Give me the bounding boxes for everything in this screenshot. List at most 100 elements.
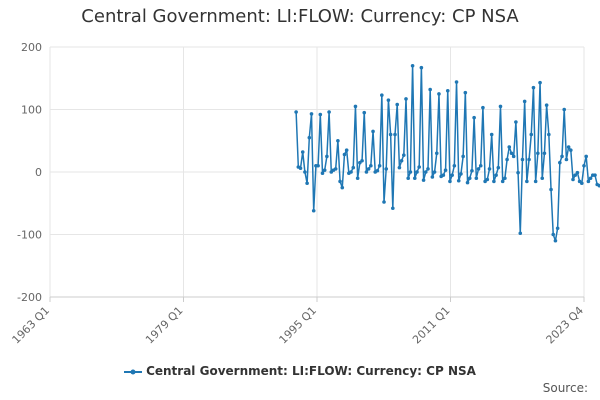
data-point [452,163,457,168]
data-point [485,177,490,182]
data-point [386,98,391,102]
x-tick-label: 1963 Q1 [10,304,53,347]
data-point [525,179,529,184]
data-point [375,168,380,173]
data-point [540,176,545,181]
data-point [529,132,534,137]
data-point [575,170,580,175]
data-point [342,152,347,157]
data-point [432,170,437,174]
data-point [428,87,432,92]
data-point [518,231,523,236]
data-point [382,200,386,204]
data-point [327,110,331,114]
data-point [307,135,312,140]
data-point [408,170,413,174]
data-point [562,107,567,112]
y-tick-label: 200 [21,41,42,54]
data-point [322,168,327,172]
data-point [393,132,397,137]
data-point [434,151,439,156]
data-point [553,238,558,243]
data-point [538,80,542,85]
data-point [419,65,424,70]
data-point [351,165,356,170]
data-point [445,88,450,93]
y-tick-label: 0 [35,166,42,179]
data-point [582,163,586,168]
data-point [520,157,525,162]
data-point [478,163,483,168]
data-point [437,92,441,96]
y-tick-label: -100 [17,229,42,242]
data-point [505,157,509,162]
legend-line-icon [124,369,143,374]
data-point [325,154,329,159]
data-point [580,181,584,186]
legend-label: Central Government: LI:FLOW: Currency: C… [146,364,476,378]
data-point [388,132,393,137]
data-point [584,154,588,159]
data-point [560,154,564,159]
data-point [397,165,402,170]
data-point [573,173,578,177]
data-point [309,112,314,116]
data-point [527,157,531,162]
data-point [421,178,426,182]
data-point [349,170,353,174]
data-point [467,176,472,181]
data-point [384,167,389,171]
data-point [571,177,575,182]
data-point [593,173,597,177]
data-point [531,85,536,90]
data-point [320,171,325,176]
data-point [369,163,373,168]
y-axis: 200 100 0 -100 -200 [17,41,42,304]
chart-title: Central Government: LI:FLOW: Currency: C… [81,6,519,27]
x-tick-label: 1995 Q1 [277,304,320,347]
data-point [441,173,446,177]
data-point [481,105,485,110]
data-point [318,112,323,117]
x-tick-label: 1979 Q1 [143,304,186,347]
data-point [360,158,364,163]
data-point [470,168,474,173]
data-point [507,145,512,149]
data-point [489,132,494,137]
data-point [586,179,591,184]
data-point [399,158,404,163]
data-point [338,179,342,184]
data-point [461,154,465,159]
data-point [355,176,360,181]
data-point [522,99,527,104]
data-point [514,120,518,124]
source-label: Source: [542,381,588,395]
data-point [569,148,573,152]
data-point [555,226,560,231]
data-point [476,167,481,171]
data-point [300,150,305,154]
data-point [417,165,421,169]
data-point [316,163,320,168]
data-point [454,80,459,84]
data-point [448,179,452,184]
data-point [503,176,507,181]
data-point [294,110,298,114]
x-tick-label: 2011 Q1 [410,304,453,347]
data-point [564,157,569,162]
data-point [333,167,338,171]
data-point [459,172,463,176]
data-point [380,93,384,97]
data-point [430,175,435,179]
x-tick-label: 2023 Q4 [544,304,587,347]
data-point [536,151,540,156]
gridlines [49,46,585,298]
data-point [353,104,358,109]
data-point [423,170,428,174]
data-point [516,170,520,175]
y-tick-label: -200 [17,291,42,304]
data-point [492,179,496,184]
data-point [426,167,430,171]
legend[interactable]: Central Government: LI:FLOW: Currency: C… [0,364,600,378]
